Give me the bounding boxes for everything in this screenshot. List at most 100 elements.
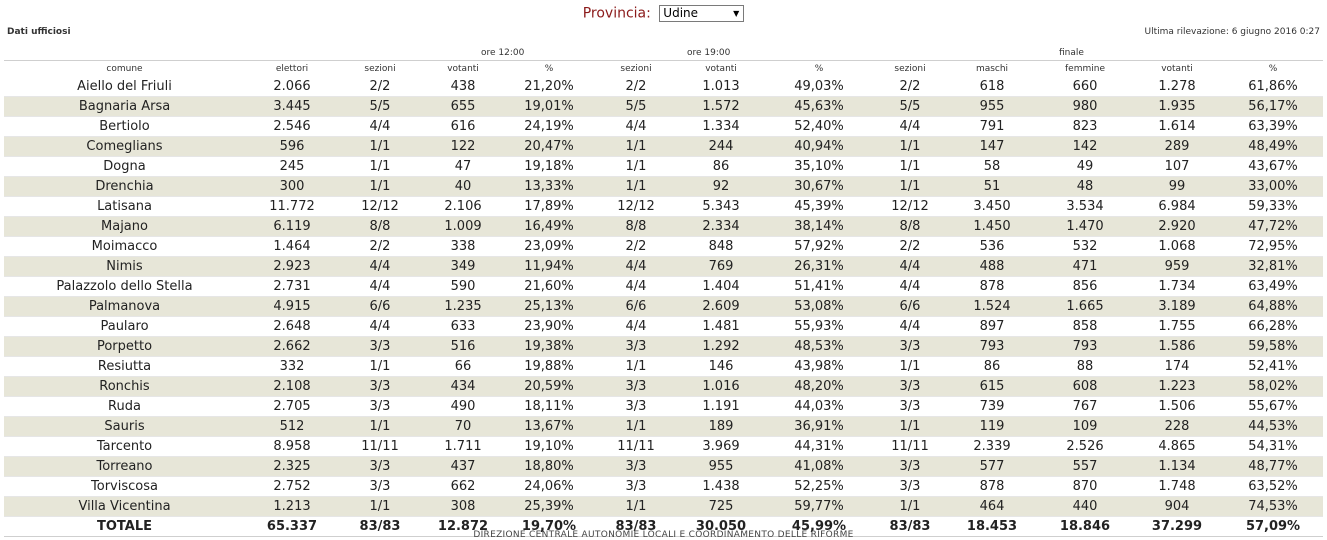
table-cell: 11/11 xyxy=(593,436,679,457)
table-cell: 471 xyxy=(1039,256,1131,277)
table-cell: 897 xyxy=(945,316,1039,337)
table-cell: 3/3 xyxy=(875,336,945,357)
table-cell: 1.013 xyxy=(679,77,763,97)
table-cell: 23,90% xyxy=(505,316,593,337)
table-cell: 955 xyxy=(945,96,1039,117)
table-cell: 63,49% xyxy=(1223,276,1324,297)
results-table: ore 12:00 ore 19:00 finale comune elettor… xyxy=(4,46,1324,537)
table-cell: 2.526 xyxy=(1039,436,1131,457)
table-cell: 8/8 xyxy=(875,216,945,237)
comune-cell: Moimacco xyxy=(4,236,245,257)
column-header: maschi xyxy=(945,60,1039,77)
total-cell: 12.872 xyxy=(421,516,505,537)
table-cell: 870 xyxy=(1039,476,1131,497)
table-cell: 3/3 xyxy=(339,456,421,477)
total-cell: 30.050 xyxy=(679,516,763,537)
table-cell: 338 xyxy=(421,236,505,257)
table-cell: 349 xyxy=(421,256,505,277)
comune-cell: Resiutta xyxy=(4,356,245,377)
table-cell: 615 xyxy=(945,376,1039,397)
table-cell: 12/12 xyxy=(339,196,421,217)
table-cell: 21,20% xyxy=(505,77,593,97)
table-cell: 43,98% xyxy=(763,356,875,377)
table-cell: 2.108 xyxy=(245,376,339,397)
comune-cell: Bertiolo xyxy=(4,116,245,137)
table-cell: 1.009 xyxy=(421,216,505,237)
table-cell: 3/3 xyxy=(875,456,945,477)
table-cell: 1.134 xyxy=(1131,456,1223,477)
table-cell: 59,58% xyxy=(1223,336,1324,357)
table-row: Tarcento 8.958 11/11 1.711 19,10% 11/11 3.969 4… xyxy=(4,436,1324,457)
table-cell: 107 xyxy=(1131,156,1223,177)
table-cell: 557 xyxy=(1039,456,1131,477)
table-cell: 904 xyxy=(1131,496,1223,517)
table-cell: 19,38% xyxy=(505,336,593,357)
table-cell: 4/4 xyxy=(875,276,945,297)
table-cell: 5/5 xyxy=(875,96,945,117)
table-cell: 2.752 xyxy=(245,476,339,497)
table-cell: 438 xyxy=(421,77,505,97)
comune-cell: Bagnaria Arsa xyxy=(4,96,245,117)
column-header: sezioni xyxy=(875,60,945,77)
table-cell: 2.648 xyxy=(245,316,339,337)
table-cell: 33,00% xyxy=(1223,176,1324,197)
table-cell: 16,49% xyxy=(505,216,593,237)
table-cell: 516 xyxy=(421,336,505,357)
table-cell: 44,31% xyxy=(763,436,875,457)
table-cell: 1.213 xyxy=(245,496,339,517)
table-cell: 308 xyxy=(421,496,505,517)
table-cell: 618 xyxy=(945,77,1039,97)
table-cell: 1/1 xyxy=(875,496,945,517)
table-cell: 1.278 xyxy=(1131,77,1223,97)
table-cell: 58 xyxy=(945,156,1039,177)
table-cell: 189 xyxy=(679,416,763,437)
table-cell: 45,63% xyxy=(763,96,875,117)
table-cell: 147 xyxy=(945,136,1039,157)
table-cell: 5/5 xyxy=(339,96,421,117)
table-cell: 3.969 xyxy=(679,436,763,457)
table-cell: 2.662 xyxy=(245,336,339,357)
table-cell: 3.450 xyxy=(945,196,1039,217)
table-cell: 2.106 xyxy=(421,196,505,217)
table-cell: 26,31% xyxy=(763,256,875,277)
table-cell: 4/4 xyxy=(875,316,945,337)
table-cell: 1.614 xyxy=(1131,116,1223,137)
table-row: Paularo 2.648 4/4 633 23,90% 4/4 1.481 55,93% 4/… xyxy=(4,316,1324,337)
table-cell: 858 xyxy=(1039,316,1131,337)
table-cell: 6.984 xyxy=(1131,196,1223,217)
table-cell: 30,67% xyxy=(763,176,875,197)
comune-cell: Ruda xyxy=(4,396,245,417)
table-cell: 848 xyxy=(679,236,763,257)
table-cell: 40,94% xyxy=(763,136,875,157)
comune-cell: Drenchia xyxy=(4,176,245,197)
table-cell: 3/3 xyxy=(593,396,679,417)
column-header: sezioni xyxy=(339,60,421,77)
table-cell: 1/1 xyxy=(339,496,421,517)
table-cell: 11.772 xyxy=(245,196,339,217)
table-cell: 1.235 xyxy=(421,296,505,317)
table-cell: 1/1 xyxy=(593,136,679,157)
table-cell: 1.334 xyxy=(679,116,763,137)
table-cell: 791 xyxy=(945,116,1039,137)
comune-cell: Sauris xyxy=(4,416,245,437)
table-cell: 2/2 xyxy=(593,236,679,257)
table-cell: 23,09% xyxy=(505,236,593,257)
table-cell: 3/3 xyxy=(593,476,679,497)
table-cell: 1/1 xyxy=(875,156,945,177)
table-cell: 4/4 xyxy=(339,256,421,277)
table-cell: 1/1 xyxy=(593,416,679,437)
provincia-select[interactable]: Udine ▼ xyxy=(659,5,745,22)
ultima-rilevazione: Ultima rilevazione: 6 giugno 2016 0:27 xyxy=(1144,27,1320,37)
table-cell: 2.705 xyxy=(245,396,339,417)
table-cell: 57,92% xyxy=(763,236,875,257)
table-cell: 1.711 xyxy=(421,436,505,457)
table-cell: 490 xyxy=(421,396,505,417)
table-cell: 488 xyxy=(945,256,1039,277)
table-cell: 1/1 xyxy=(593,176,679,197)
table-row: Torreano 2.325 3/3 437 18,80% 3/3 955 41,08% 3/3… xyxy=(4,456,1324,477)
table-cell: 48,53% xyxy=(763,336,875,357)
table-cell: 53,08% xyxy=(763,296,875,317)
table-cell: 52,41% xyxy=(1223,356,1324,377)
table-cell: 55,93% xyxy=(763,316,875,337)
dati-ufficiosi-label: Dati ufficiosi xyxy=(7,27,71,37)
